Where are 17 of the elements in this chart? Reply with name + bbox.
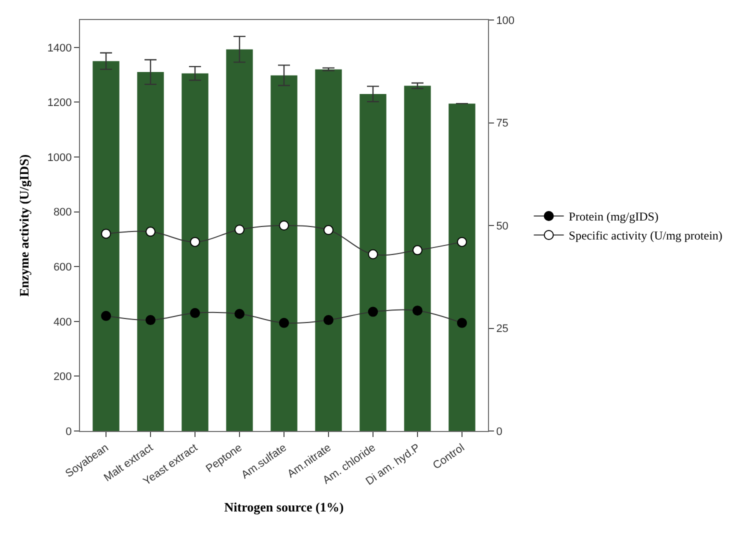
legend-label: Protein (mg/gIDS) [568, 210, 658, 224]
y-tick-label: 1200 [47, 97, 72, 110]
y2-tick-label: 100 [496, 14, 515, 27]
y-tick-label: 400 [53, 316, 72, 328]
y-tick-label: 800 [53, 206, 72, 219]
x-axis-title: Nitrogen source (1%) [224, 500, 344, 515]
y-tick-label: 1000 [47, 152, 72, 164]
y-tick-label: 0 [66, 426, 72, 438]
y2-tick-label: 50 [496, 220, 508, 232]
y2-tick-label: 75 [496, 118, 508, 130]
y2-tick-label: 0 [496, 426, 502, 438]
y-tick-label: 200 [53, 371, 72, 384]
y-tick-label: 1400 [47, 42, 72, 54]
legend-label: Specific activity (U/mg protein) [568, 228, 722, 243]
y2-tick-label: 25 [496, 323, 508, 336]
y-axis-title: Enzyme activity (U/gIDS) [16, 154, 32, 297]
y-tick-label: 600 [53, 261, 72, 274]
